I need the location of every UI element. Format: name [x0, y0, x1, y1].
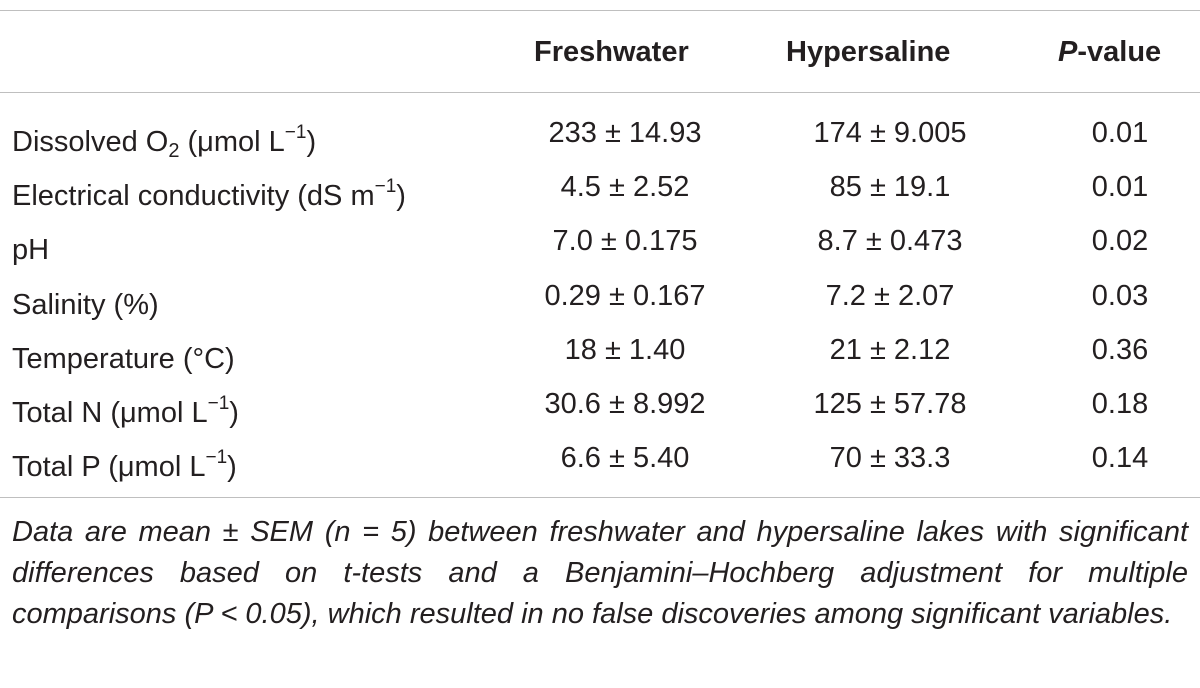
parameter-cell: Total N (μmol L−1)	[12, 377, 239, 449]
header-freshwater: Freshwater	[534, 36, 689, 68]
parameter-close: )	[396, 180, 406, 213]
parameter-close: )	[306, 126, 317, 158]
parameter-superscript: −1	[374, 176, 397, 198]
hypersaline-cell: 174 ± 9.005	[813, 117, 967, 149]
parameter-superscript: −1	[284, 122, 307, 143]
header-pvalue-italic: P	[1058, 36, 1078, 68]
parameter-cell: Temperature (°C)	[12, 323, 235, 395]
parameter-text: Salinity (%)	[12, 288, 159, 321]
table-row: Total P (μmol L−1) 6.6 ± 5.40 70 ± 33.3 …	[0, 431, 1200, 485]
freshwater-cell: 233 ± 14.93	[548, 117, 702, 149]
pvalue-cell: 0.18	[1091, 387, 1149, 420]
table-row: Salinity (%) 0.29 ± 0.167 7.2 ± 2.07 0.0…	[0, 269, 1200, 323]
table-row: Total N (μmol L−1) 30.6 ± 8.992 125 ± 57…	[0, 377, 1200, 431]
table-row: Electrical conductivity (dS m−1) 4.5 ± 2…	[0, 160, 1200, 214]
hypersaline-cell: 8.7 ± 0.473	[817, 225, 963, 258]
pvalue-cell: 0.01	[1091, 171, 1149, 204]
pvalue-cell: 0.01	[1091, 117, 1149, 149]
table-bottom-rule	[0, 497, 1200, 498]
pvalue-cell: 0.14	[1091, 442, 1149, 475]
hypersaline-cell: 70 ± 33.3	[829, 442, 951, 475]
table-header-rule	[0, 92, 1200, 93]
pvalue-cell: 0.03	[1091, 279, 1149, 312]
hypersaline-cell: 21 ± 2.12	[829, 333, 951, 366]
parameter-cell: Dissolved O2 (μmol L−1)	[12, 106, 316, 178]
hypersaline-cell: 7.2 ± 2.07	[825, 279, 955, 312]
parameter-cell: Electrical conductivity (dS m−1)	[12, 160, 406, 232]
parameter-subscript: 2	[168, 140, 180, 162]
parameter-text: pH	[12, 234, 50, 267]
parameter-text: Dissolved O	[12, 126, 169, 158]
freshwater-cell: 6.6 ± 5.40	[560, 442, 690, 475]
hypersaline-cell: 125 ± 57.78	[813, 387, 967, 420]
parameter-text: Total N (μmol L	[12, 396, 208, 429]
header-pvalue: P-value	[1058, 30, 1182, 74]
header-pvalue-rest: -value	[1077, 36, 1162, 68]
header-hypersaline: Hypersaline	[786, 36, 951, 68]
pvalue-cell: 0.36	[1091, 333, 1149, 366]
parameter-text: Total P (μmol L	[12, 451, 206, 484]
parameter-close: )	[229, 396, 239, 429]
parameter-unit: (μmol L	[179, 126, 285, 158]
parameter-cell: Salinity (%)	[12, 269, 159, 341]
freshwater-cell: 30.6 ± 8.992	[544, 387, 706, 420]
pvalue-cell: 0.02	[1091, 225, 1149, 258]
parameter-superscript: −1	[205, 447, 228, 469]
freshwater-cell: 4.5 ± 2.52	[560, 171, 690, 204]
parameter-cell: Total P (μmol L−1)	[12, 431, 237, 503]
freshwater-cell: 18 ± 1.40	[564, 333, 686, 366]
parameter-superscript: −1	[207, 392, 230, 414]
table-row: Dissolved O2 (μmol L−1) 233 ± 14.93 174 …	[0, 106, 1200, 162]
freshwater-cell: 0.29 ± 0.167	[544, 279, 706, 312]
table-body: Dissolved O2 (μmol L−1) 233 ± 14.93 174 …	[0, 106, 1200, 485]
hypersaline-cell: 85 ± 19.1	[829, 171, 951, 204]
parameter-text: Electrical conductivity (dS m	[12, 180, 375, 213]
parameter-text: Temperature (°C)	[12, 342, 235, 375]
parameter-close: )	[227, 451, 237, 484]
table-row: pH 7.0 ± 0.175 8.7 ± 0.473 0.02	[0, 214, 1200, 268]
table-footnote: Data are mean ± SEM (n = 5) between fres…	[12, 516, 1188, 630]
table-top-rule	[0, 10, 1200, 11]
freshwater-cell: 7.0 ± 0.175	[552, 225, 698, 258]
parameter-cell: pH	[12, 214, 49, 286]
table-row: Temperature (°C) 18 ± 1.40 21 ± 2.12 0.3…	[0, 323, 1200, 377]
